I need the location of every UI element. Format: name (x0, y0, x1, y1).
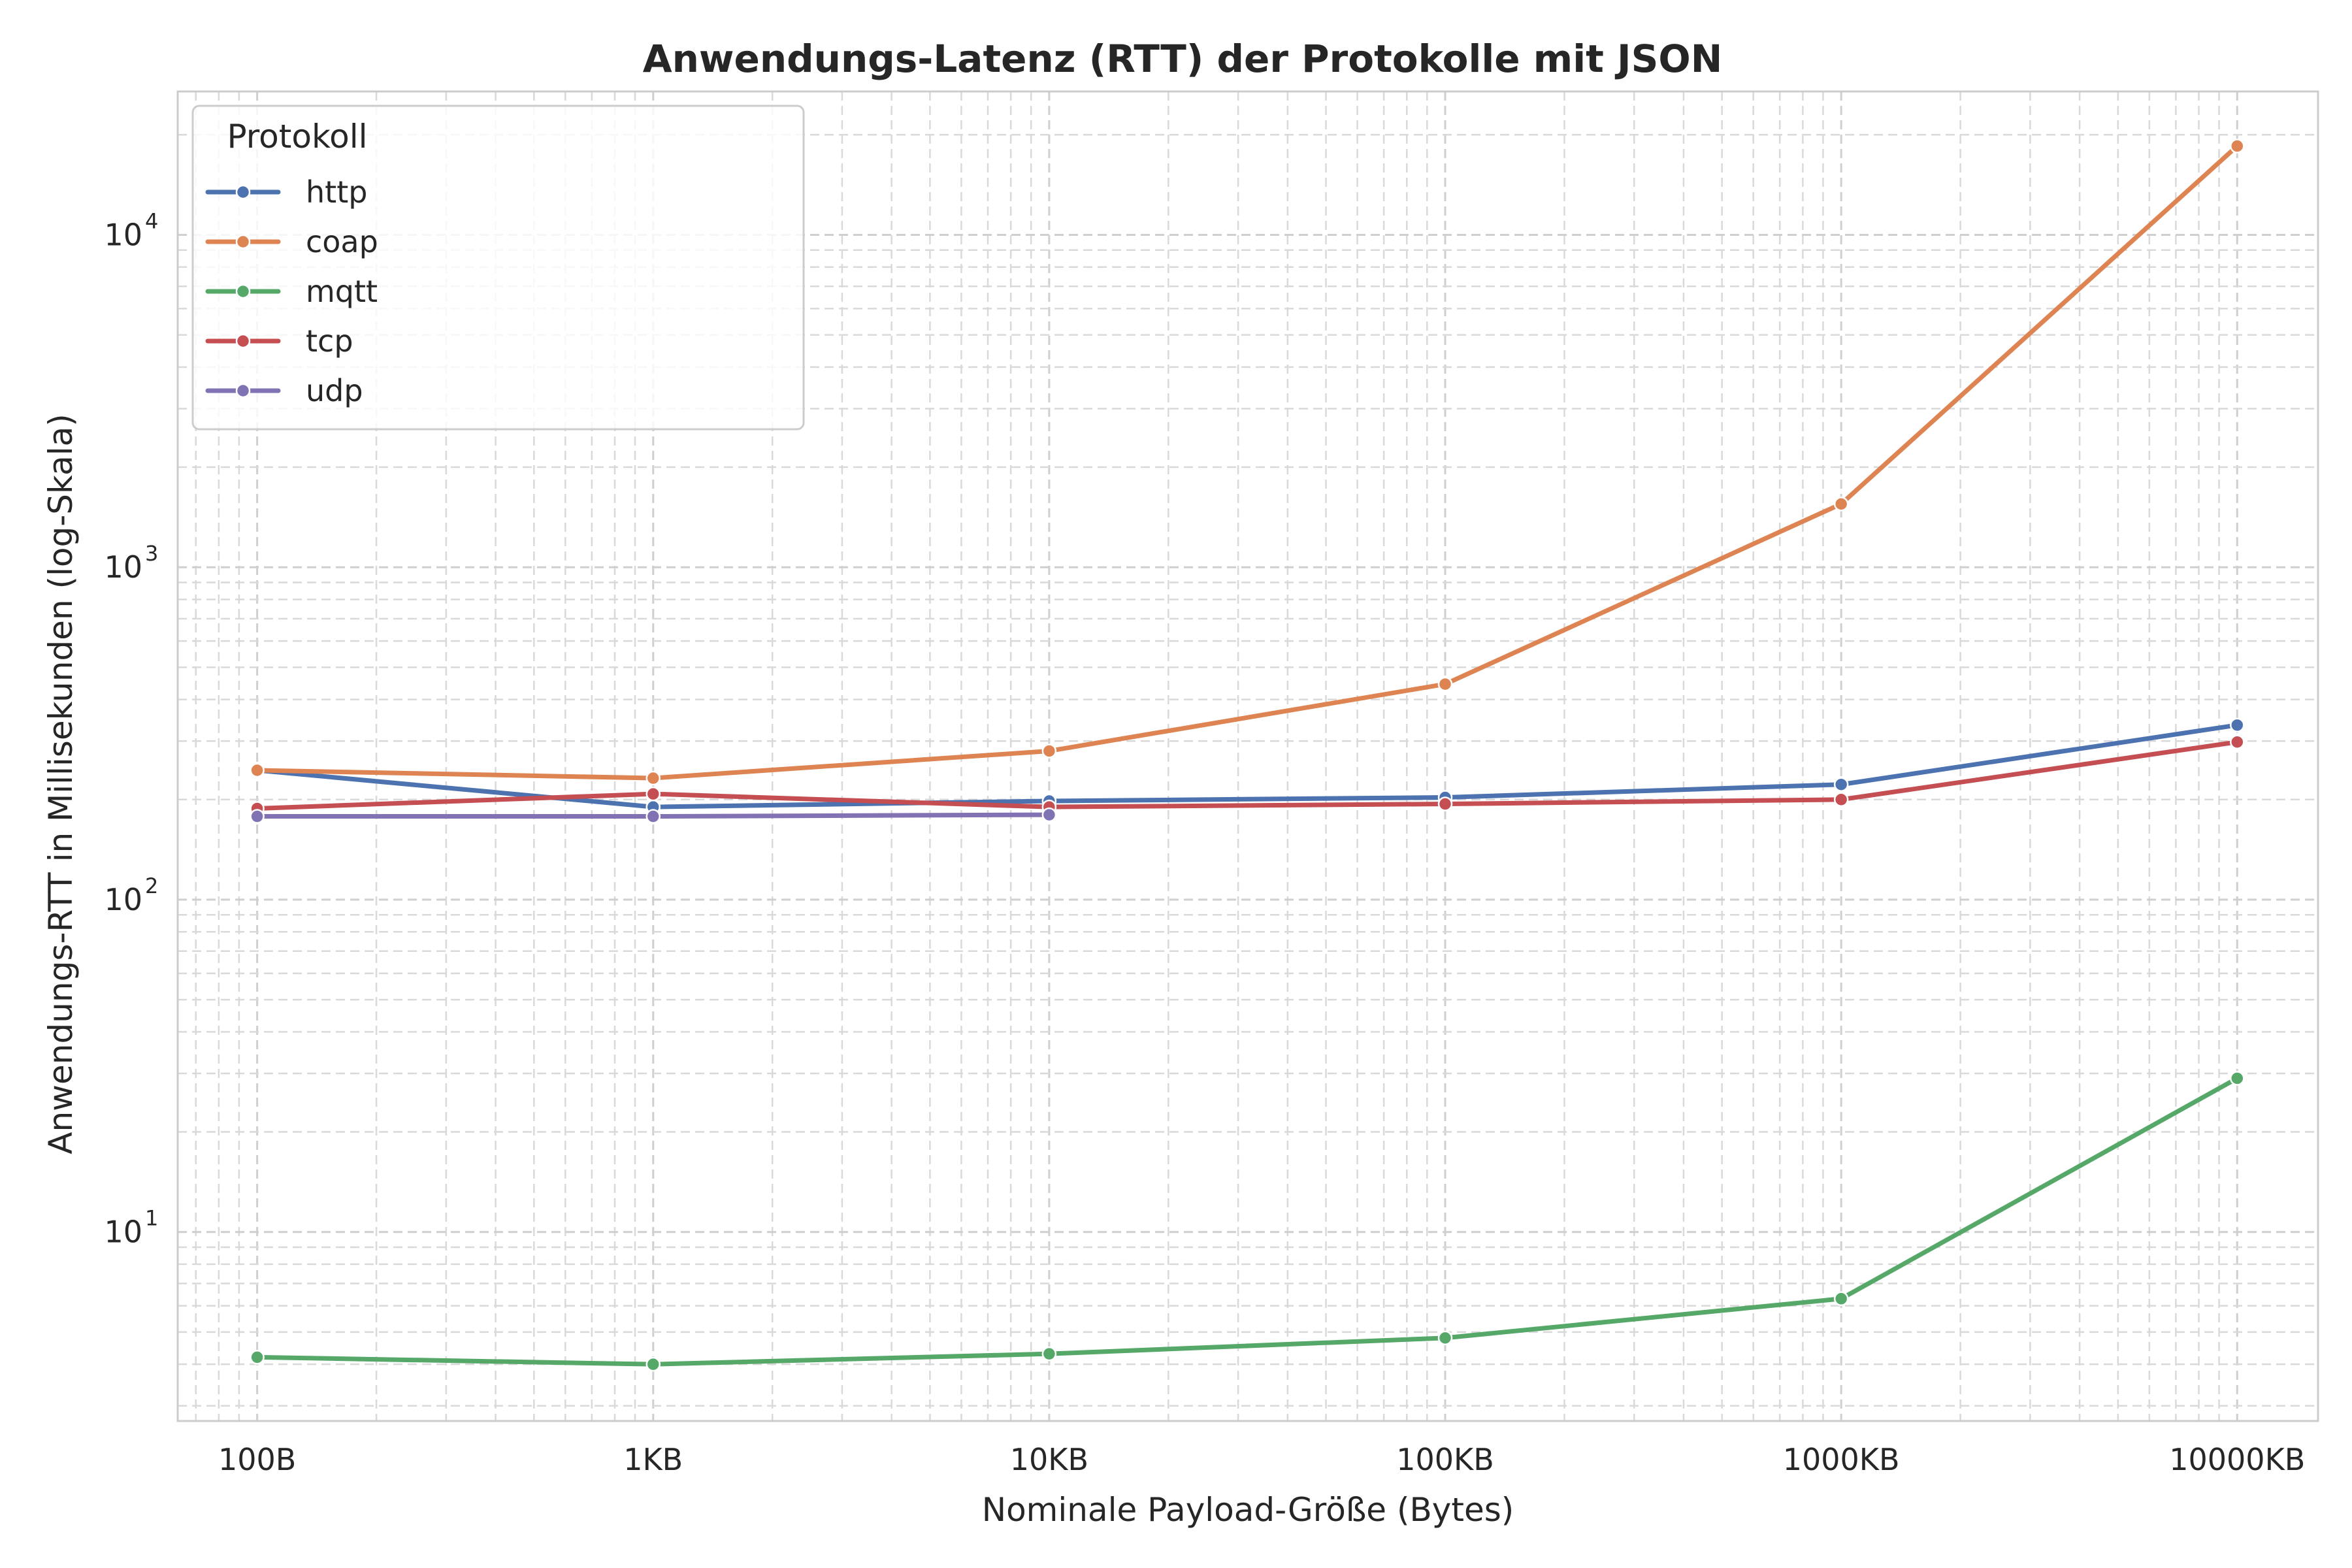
series-mqtt (250, 1071, 2245, 1372)
data-point-coap (645, 770, 661, 786)
x-tick-labels: 100B 1KB 10KB 100KB 1000KB 10000KB (218, 1442, 2305, 1477)
legend-box (191, 105, 805, 431)
data-point-mqtt (1437, 1330, 1453, 1346)
legend-label-mqtt: mqtt (306, 274, 378, 309)
legend-label-http: http (306, 174, 367, 210)
legend-marker-mqtt (235, 284, 251, 299)
y-axis-label: Anwendungs-RTT in Millisekunden (log-Ska… (42, 414, 80, 1154)
data-point-http (1833, 777, 1849, 792)
plot-frame (176, 90, 2319, 1422)
legend-label-tcp: tcp (306, 323, 353, 359)
y-tick-label: 10 (104, 217, 142, 252)
x-tick-label: 100B (218, 1442, 296, 1477)
y-tick-label: 10 (104, 549, 142, 585)
y-tick-exponent: 1 (145, 1206, 158, 1231)
data-point-mqtt (250, 1350, 265, 1365)
data-point-udp (645, 809, 661, 824)
data-point-tcp (645, 786, 661, 802)
x-tick-label: 100KB (1396, 1442, 1494, 1477)
series-udp (250, 807, 1057, 824)
legend-label-coap: coap (306, 224, 378, 259)
series-tcp (250, 734, 2245, 816)
series-line-tcp (255, 740, 2240, 811)
data-point-coap (250, 762, 265, 778)
y-tick-exponent: 3 (145, 541, 158, 566)
data-point-tcp (1833, 792, 1849, 808)
legend-marker-tcp (235, 333, 251, 349)
legend-title: Protokoll (227, 118, 367, 155)
legend-marker-http (235, 184, 251, 200)
data-point-tcp (2230, 734, 2245, 749)
data-point-tcp (1437, 796, 1453, 811)
data-point-coap (1041, 743, 1057, 759)
x-axis-label: Nominale Payload-Größe (Bytes) (982, 1491, 1514, 1529)
data-point-udp (1041, 807, 1057, 823)
series-line-coap (255, 144, 2240, 781)
data-point-udp (250, 809, 265, 824)
series-line-http (255, 723, 2240, 809)
legend-marker-coap (235, 234, 251, 250)
y-tick-label: 10 (104, 882, 142, 917)
data-point-mqtt (1041, 1346, 1057, 1362)
data-point-coap (2230, 139, 2245, 154)
data-point-mqtt (1833, 1291, 1849, 1307)
data-point-coap (1437, 676, 1453, 692)
y-tick-exponent: 2 (145, 874, 158, 898)
x-tick-label: 10KB (1010, 1442, 1088, 1477)
data-point-mqtt (645, 1356, 661, 1372)
legend-marker-udp (235, 383, 251, 399)
series-coap (250, 139, 2245, 786)
x-tick-label: 1000KB (1783, 1442, 1900, 1477)
data-point-http (2230, 717, 2245, 733)
x-tick-label: 1KB (623, 1442, 683, 1477)
series-layer (250, 139, 2245, 1372)
y-tick-exponent: 4 (145, 208, 158, 233)
legend: Protokoll http coap mqtt tcp udp (191, 105, 805, 431)
series-line-mqtt (255, 1075, 2240, 1367)
y-tick-label: 10 (104, 1215, 142, 1250)
chart-title: Anwendungs-Latenz (RTT) der Protokolle m… (643, 37, 1723, 81)
legend-label-udp: udp (306, 373, 363, 408)
data-point-coap (1833, 497, 1849, 512)
data-point-mqtt (2230, 1071, 2245, 1086)
x-tick-label: 10000KB (2169, 1442, 2305, 1477)
